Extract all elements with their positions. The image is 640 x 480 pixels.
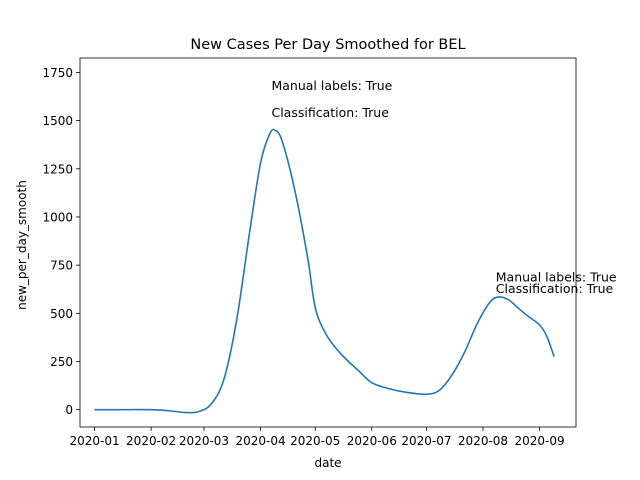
y-tick-label: 1000 xyxy=(42,210,73,224)
x-tick-label: 2020-01 xyxy=(70,434,120,448)
annotation-label: Manual labels: True xyxy=(271,78,392,93)
y-tick-label: 0 xyxy=(65,403,73,417)
annotation-label: Classification: True xyxy=(496,281,614,296)
x-tick-label: 2020-03 xyxy=(179,434,229,448)
y-tick-label: 1250 xyxy=(42,162,73,176)
annotation-label: Manual labels: True xyxy=(496,270,617,285)
series-line-0 xyxy=(94,128,555,414)
plot-area: 2020-01 2020-02 2020-03 2020-04 2020-05 2020-… xyxy=(42,57,617,448)
x-tick-label: 2020-09 xyxy=(514,434,564,448)
x-tick-label: 2020-07 xyxy=(401,434,451,448)
y-tick-label: 500 xyxy=(50,307,73,321)
y-axis-label: new_per_day_smooth xyxy=(15,180,29,310)
x-axis-label: date xyxy=(314,456,341,470)
x-tick-label: 2020-02 xyxy=(126,434,176,448)
y-tick-label: 250 xyxy=(50,355,73,369)
axes-frame xyxy=(79,57,577,428)
x-tick-label: 2020-08 xyxy=(458,434,508,448)
annotation-label: Classification: True xyxy=(271,105,389,120)
chart-title: New Cases Per Day Smoothed for BEL xyxy=(190,37,465,53)
x-tick-label: 2020-05 xyxy=(290,434,340,448)
y-tick-label: 750 xyxy=(50,259,73,273)
y-tick-label: 1750 xyxy=(42,66,73,80)
y-tick-label: 1500 xyxy=(42,114,73,128)
x-tick-label: 2020-06 xyxy=(347,434,397,448)
x-tick-label: 2020-04 xyxy=(235,434,285,448)
